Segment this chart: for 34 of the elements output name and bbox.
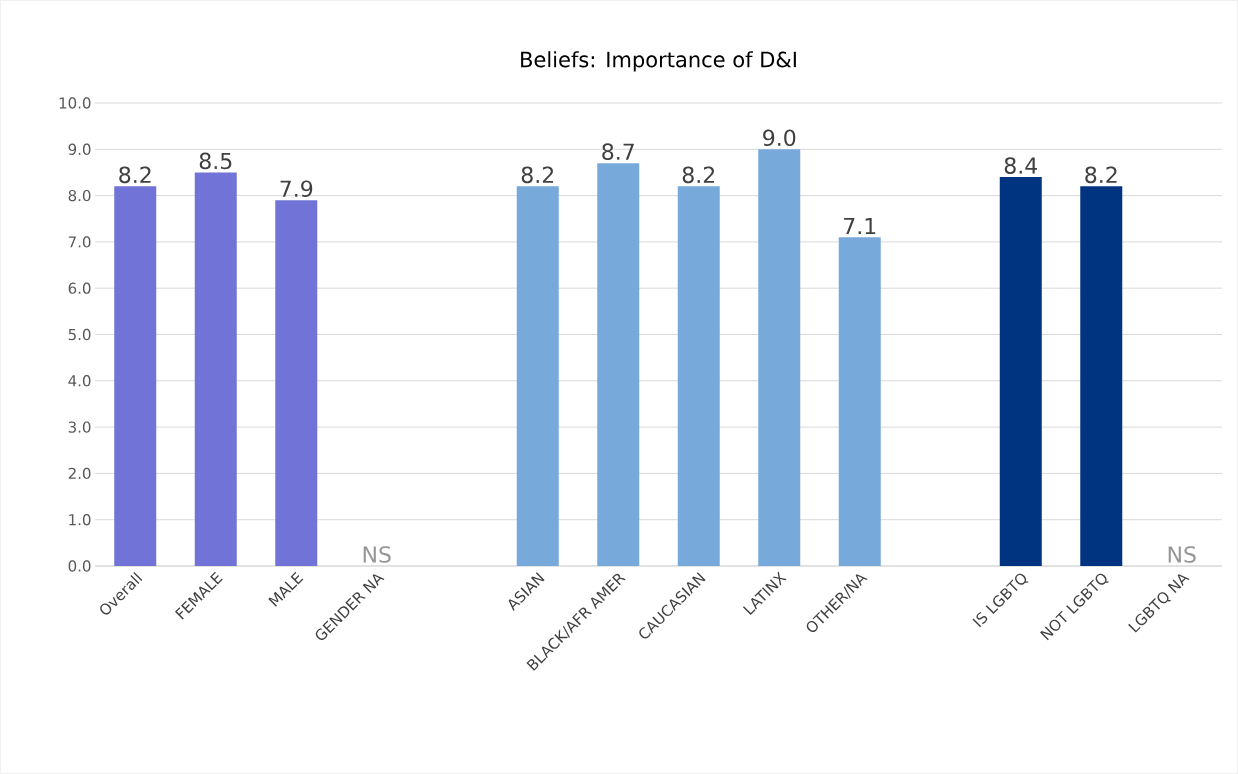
y-tick-label: 5.0 (68, 328, 91, 341)
y-tick-label: 2.0 (68, 467, 91, 480)
text: NS (363, 546, 391, 563)
bar (114, 186, 157, 566)
data-label: 8.7 (602, 143, 634, 160)
bar (597, 163, 640, 566)
y-tick-label: 0.0 (68, 560, 91, 572)
y-tick-label: 4.0 (68, 375, 91, 387)
y-tick-label: 7.0 (68, 236, 91, 248)
data-label: 8.5 (199, 152, 232, 170)
text: NS (1168, 546, 1196, 563)
data-label: 8.4 (1004, 157, 1038, 174)
data-label: 8.2 (682, 166, 715, 184)
bar (677, 186, 720, 566)
data-label: 8.2 (1085, 166, 1117, 184)
bar (838, 237, 881, 566)
y-tick-label: 8.0 (68, 189, 91, 202)
y-tick-label: 6.0 (68, 282, 91, 294)
data-label: 9.0 (763, 129, 796, 147)
data-label: 8.2 (119, 166, 151, 184)
data-label: 7.1 (844, 218, 876, 235)
y-tick-label: 9.0 (68, 143, 91, 155)
bar (516, 186, 559, 566)
y-tick-label: 10.0 (59, 97, 91, 109)
data-label: 8.2 (521, 166, 554, 184)
bar (758, 149, 801, 566)
bar (1080, 186, 1123, 566)
bar (275, 200, 318, 566)
y-tick-label: 1.0 (69, 514, 91, 526)
bar (194, 172, 237, 566)
bar (999, 177, 1042, 566)
y-tick-label: 3.0 (68, 421, 91, 433)
chart-title: Beliefs: Importance of D&I (521, 51, 796, 72)
data-label: 7.9 (280, 180, 313, 198)
